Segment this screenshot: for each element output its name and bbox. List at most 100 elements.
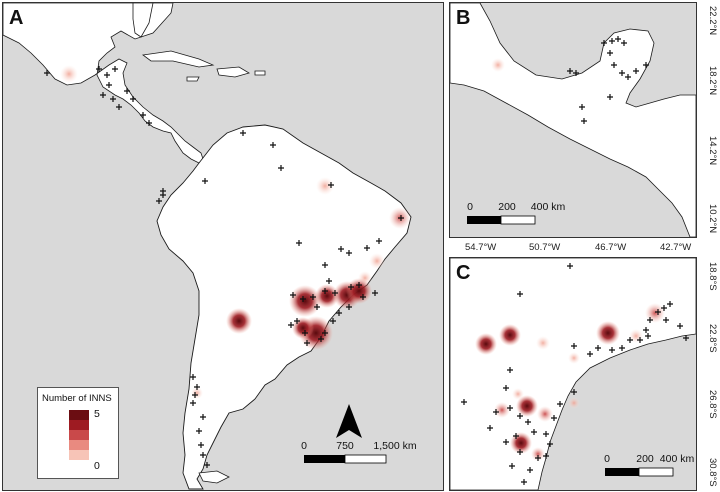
tierra-del-fuego-land [198,470,230,484]
occurrence-marker [360,294,366,300]
scalebar-b-label-0: 0 [467,201,473,213]
occurrence-marker [661,305,667,311]
panel-c-svg: 0 200 400 km [450,258,696,490]
occurrence-marker [116,104,122,110]
occurrence-marker [398,215,404,221]
legend-bin-2 [69,440,89,450]
panel-c-map: 0 200 400 km C [449,257,697,491]
north-america-land [3,3,204,164]
occurrence-marker [677,323,683,329]
occurrence-marker [663,317,669,323]
panel-a-label: A [9,7,24,29]
occurrence-marker [683,335,689,341]
mexico-gulf-land [450,3,696,237]
legend-bin-5 [69,410,89,420]
occurrence-marker [270,142,276,148]
occurrence-marker [667,301,673,307]
occurrence-marker [346,304,352,310]
occurrence-markers-a [44,66,404,468]
scalebar-c-label-1: 200 [636,453,654,465]
occurrence-marker [300,296,306,302]
occurrence-marker [543,453,549,459]
occurrence-marker [302,330,308,336]
occurrence-marker [557,401,563,407]
occurrence-marker [625,74,631,80]
occurrence-marker [551,415,557,421]
occurrence-marker [100,92,106,98]
panel-b-lat-tick-2: 14.2°N [707,136,718,166]
panel-b-lat-tick-1: 18.2°N [707,66,718,96]
occurrence-marker [332,290,338,296]
occurrence-markers-b [567,36,649,124]
occurrence-marker [156,198,162,204]
occurrence-marker [198,442,204,448]
scalebar-c: 0 200 400 km [604,453,695,477]
scalebar-a-label-1: 750 [336,440,354,452]
panel-c-lat-tick-1: 22.8°S [707,324,718,353]
occurrence-marker [192,392,198,398]
occurrence-marker [507,367,513,373]
occurrence-marker [104,72,110,78]
occurrence-marker [619,345,625,351]
occurrence-marker [376,238,382,244]
occurrence-marker [106,82,112,88]
occurrence-marker [595,345,601,351]
occurrence-marker [336,310,342,316]
panel-a-svg: 0 750 1,500 km [3,3,417,490]
scalebar-b-label-2: 400 km [531,201,566,213]
north-arrow-icon [336,404,362,438]
occurrence-marker [190,374,196,380]
occurrence-marker [294,318,300,324]
occurrence-marker [372,290,378,296]
occurrence-marker [607,94,613,100]
panel-c-lat-tick-3: 30.8°S [707,458,718,487]
occurrence-marker [314,304,320,310]
occurrence-marker [503,439,509,445]
panel-c-label: C [456,262,471,284]
occurrence-marker [338,246,344,252]
scalebar-c-label-2: 400 km [660,453,695,465]
southeast-brazil-land [450,258,696,490]
panel-b-lon-tick-0: 54.7°W [465,242,497,253]
south-america-land [156,124,412,490]
occurrence-marker [647,317,653,323]
occurrence-marker [146,120,152,126]
occurrence-marker [112,66,118,72]
panel-c-lat-tick-2: 26.8°S [707,390,718,419]
occurrence-marker [503,385,509,391]
occurrence-marker [304,340,310,346]
occurrence-marker [44,70,50,76]
occurrence-marker [655,309,661,315]
occurrence-marker [348,284,354,290]
occurrence-marker [318,336,324,342]
occurrence-marker [619,70,625,76]
occurrence-marker [621,40,627,46]
occurrence-marker [611,62,617,68]
panel-b-svg: 0 200 400 km [450,3,696,237]
occurrence-marker [607,50,613,56]
legend-bin-1 [69,450,89,460]
scalebar-b: 0 200 400 km [467,201,566,225]
occurrence-marker [643,327,649,333]
occurrence-marker [547,441,553,447]
occurrence-marker [493,409,499,415]
panel-b-lon-tick-1: 50.7°W [529,242,561,253]
legend-bin-3 [69,430,89,440]
occurrence-marker [190,400,196,406]
panel-b-lon-tick-3: 42.7°W [660,242,692,253]
legend: Number of INNS 5 0 [37,387,119,479]
occurrence-marker [517,291,523,297]
occurrence-marker [364,245,370,251]
occurrence-marker [322,262,328,268]
occurrence-marker [200,452,206,458]
occurrence-marker [507,405,513,411]
occurrence-marker [288,322,294,328]
occurrence-marker [240,130,246,136]
panel-b-map: 0 200 400 km B [449,2,697,238]
occurrence-marker [573,70,579,76]
legend-min-label: 0 [94,460,100,472]
legend-bin-0 [69,460,89,470]
occurrence-marker [200,414,206,420]
occurrence-marker [290,292,296,298]
panel-c-lat-tick-0: 18.8°S [707,262,718,291]
